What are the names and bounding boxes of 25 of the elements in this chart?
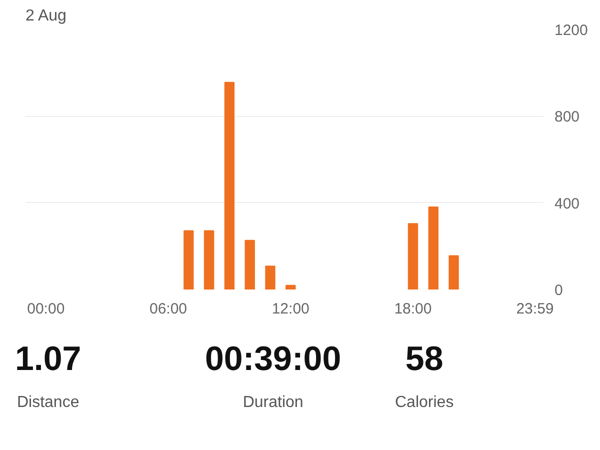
x-tick-label: 00:00 — [27, 300, 65, 318]
bar — [286, 284, 296, 290]
x-tick-label: 18:00 — [394, 300, 432, 318]
bar — [265, 266, 276, 290]
bar — [428, 206, 438, 290]
x-tick-label: 06:00 — [149, 300, 188, 318]
x-tick-label: 12:00 — [272, 300, 310, 318]
text: Duration — [242, 392, 304, 413]
text: 00:39:00 — [205, 339, 342, 380]
bar — [184, 230, 194, 290]
text: 1.07 — [15, 339, 82, 380]
bar — [448, 255, 459, 290]
text: Calories — [395, 392, 454, 413]
text: Distance — [16, 392, 80, 413]
bar — [408, 223, 418, 290]
chart-title: 2 Aug — [26, 8, 66, 24]
y-tick-label: 1200 — [554, 22, 588, 39]
bar — [224, 82, 235, 290]
y-tick-label: 800 — [554, 108, 580, 126]
y-tick-label: 400 — [554, 195, 580, 212]
text: 58 — [404, 339, 444, 380]
bar — [244, 240, 255, 290]
x-tick-label: 23:59 — [516, 300, 554, 318]
y-tick-label: 0 — [554, 282, 563, 299]
bar — [204, 230, 214, 290]
